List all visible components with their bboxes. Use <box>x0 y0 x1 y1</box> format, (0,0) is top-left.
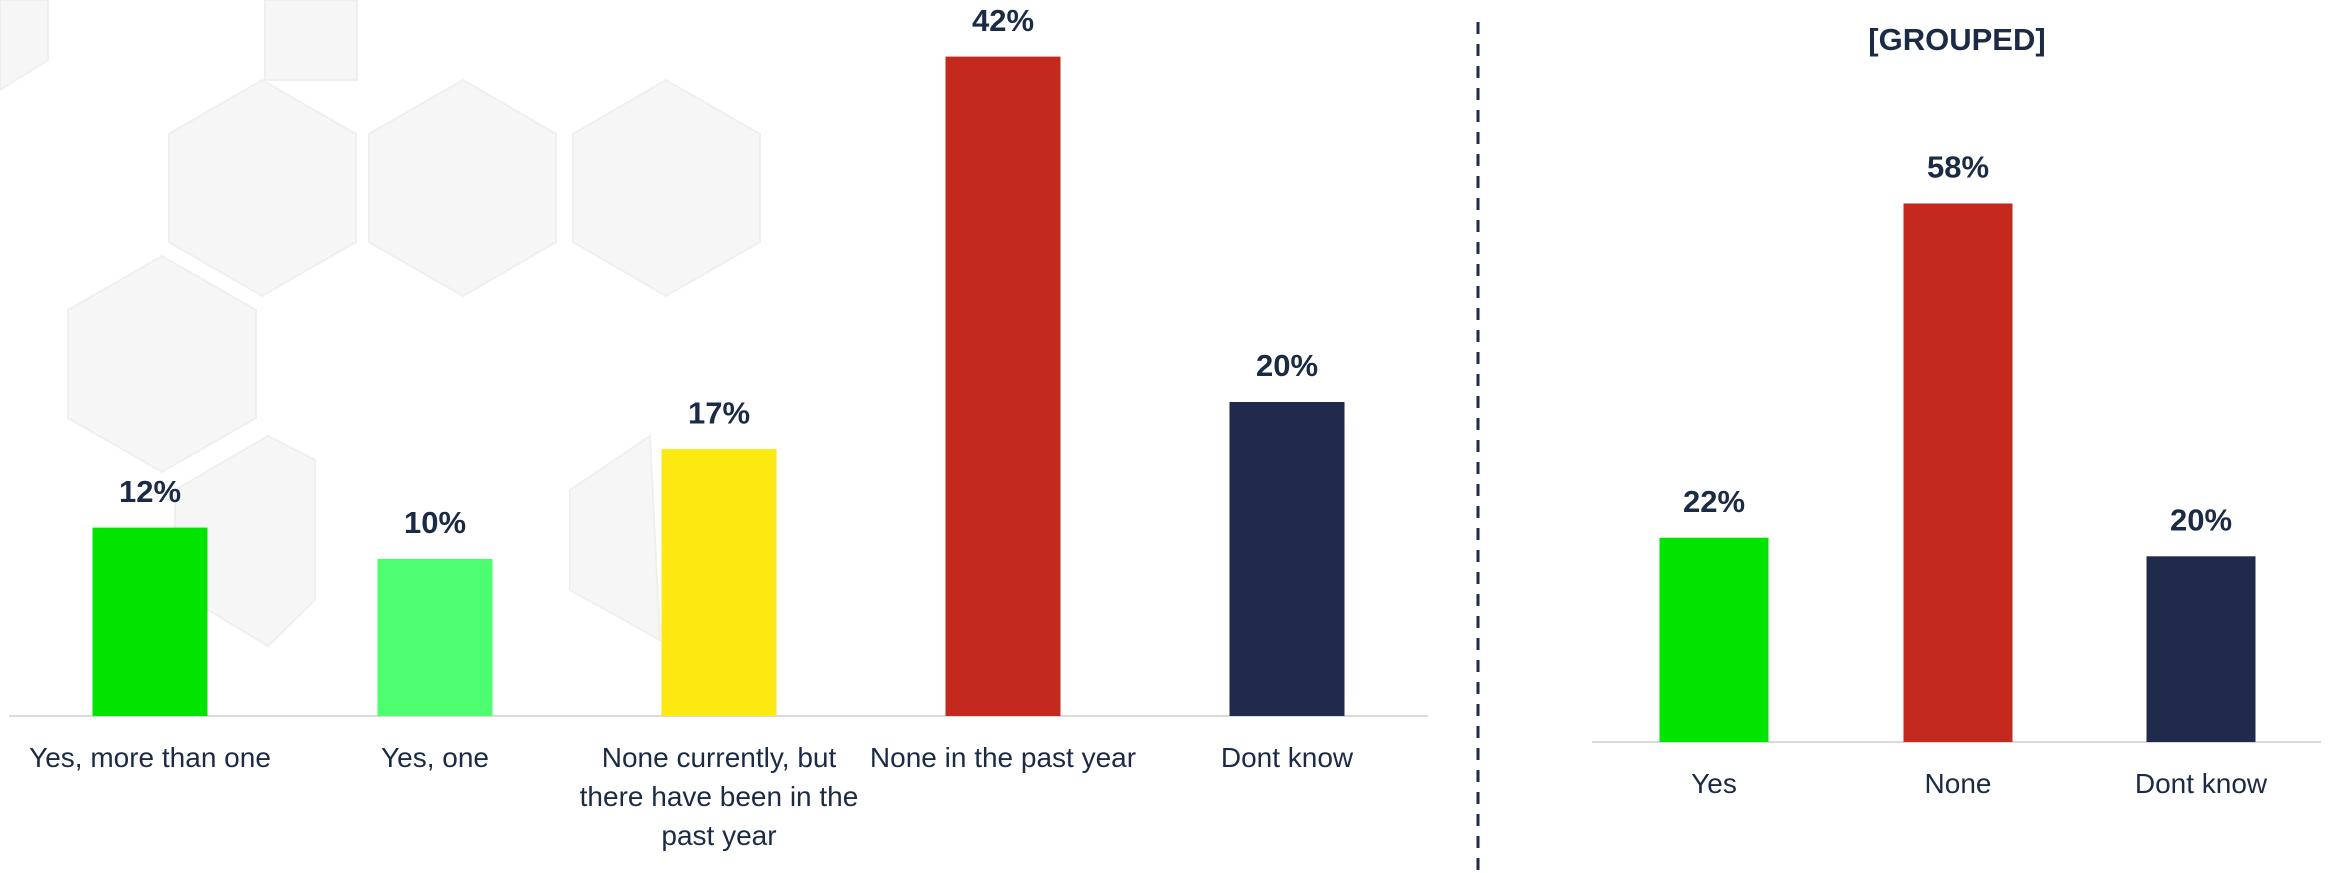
category-label: Dont know <box>2134 768 2268 799</box>
bar <box>945 56 1061 717</box>
category-label: Yes <box>1691 768 1737 799</box>
category-label: None in the past year <box>869 742 1137 773</box>
bar <box>1903 203 2013 743</box>
bar <box>377 559 493 716</box>
bar <box>1659 537 1769 742</box>
value-label: 58% <box>1927 150 1989 185</box>
value-label: 10% <box>404 505 466 540</box>
bar <box>92 527 208 716</box>
value-label: 20% <box>2170 502 2232 537</box>
category-label: Dont know <box>1220 742 1354 773</box>
background-hexagons <box>0 0 761 648</box>
category-label: None currently, but there have been in t… <box>579 742 859 851</box>
value-label: 12% <box>119 474 181 509</box>
value-label: 42% <box>972 3 1034 38</box>
category-label: Yes, more than one <box>29 742 271 773</box>
bar <box>1229 402 1345 716</box>
bar <box>661 449 777 716</box>
bar <box>2146 556 2256 742</box>
category-label: None <box>1924 768 1992 799</box>
value-label: 17% <box>688 395 750 430</box>
chart-title: [GROUPED] <box>1868 22 2045 57</box>
value-label: 22% <box>1683 484 1745 519</box>
value-label: 20% <box>1256 348 1318 383</box>
category-label: Yes, one <box>381 742 489 773</box>
